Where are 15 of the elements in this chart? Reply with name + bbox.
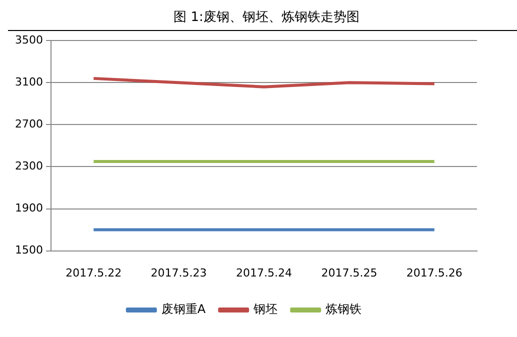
x-tick-label: 2017.5.23 xyxy=(150,266,207,280)
y-tick-label: 3500 xyxy=(14,33,43,46)
legend-label: 炼钢铁 xyxy=(326,302,362,316)
x-tick-label: 2017.5.26 xyxy=(406,266,462,280)
x-tick-label: 2017.5.25 xyxy=(321,266,378,280)
chart-title: 图 1:废钢、钢坯、炼钢铁走势图 xyxy=(8,8,517,31)
y-tick-label: 2700 xyxy=(14,118,43,131)
x-tick-label: 2017.5.24 xyxy=(236,266,292,280)
legend-label: 废钢重A xyxy=(161,302,206,316)
y-tick-label: 1900 xyxy=(14,202,43,215)
legend-label: 钢坯 xyxy=(252,302,278,316)
y-tick-label: 3100 xyxy=(14,76,43,88)
y-tick-label: 1500 xyxy=(14,244,43,257)
x-tick-label: 2017.5.22 xyxy=(66,266,122,280)
y-tick-label: 2300 xyxy=(14,160,43,173)
